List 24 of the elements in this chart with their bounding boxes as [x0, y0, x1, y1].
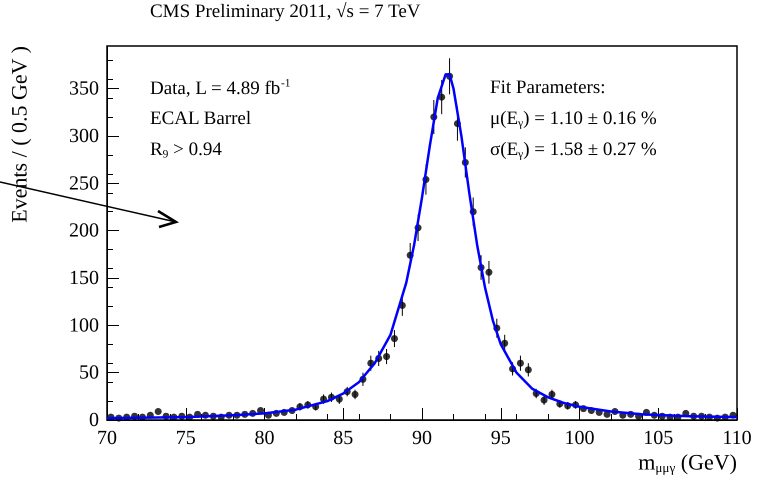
x-tick-label: 95 [490, 427, 511, 449]
y-tick-label: 300 [69, 124, 99, 147]
y-tick-label: 0 [89, 409, 99, 431]
y-tick-label: 50 [79, 362, 99, 384]
x-tick-label: 70 [97, 427, 117, 449]
annotation: μ(Eγ) = 1.10 ± 0.16 % [490, 108, 657, 130]
y-tick-label: 200 [69, 220, 99, 242]
x-tick-label: 75 [176, 427, 196, 449]
y-tick-label: 100 [69, 314, 99, 336]
x-tick-label: 80 [254, 427, 274, 449]
y-tick-label: 150 [69, 266, 99, 289]
annotation: R9 > 0.94 [150, 139, 222, 160]
y-tick-label: 250 [69, 172, 99, 194]
annotation: Fit Parameters: [490, 77, 606, 98]
x-tick-label: 110 [722, 427, 752, 449]
x-tick-label: 90 [412, 427, 432, 449]
annotation: σ(Eγ) = 1.58 ± 0.27 % [490, 139, 657, 160]
y-tick-label: 350 [69, 78, 99, 100]
x-tick-label: 85 [333, 427, 354, 449]
chart-title: CMS Preliminary 2011, √s = 7 TeV [150, 1, 421, 22]
x-tick-label: 100 [564, 427, 594, 449]
annotation: ECAL Barrel [150, 108, 252, 129]
x-tick-label: 105 [643, 427, 674, 449]
y-axis-title: Events / ( 0.5 GeV ) [6, 46, 32, 223]
